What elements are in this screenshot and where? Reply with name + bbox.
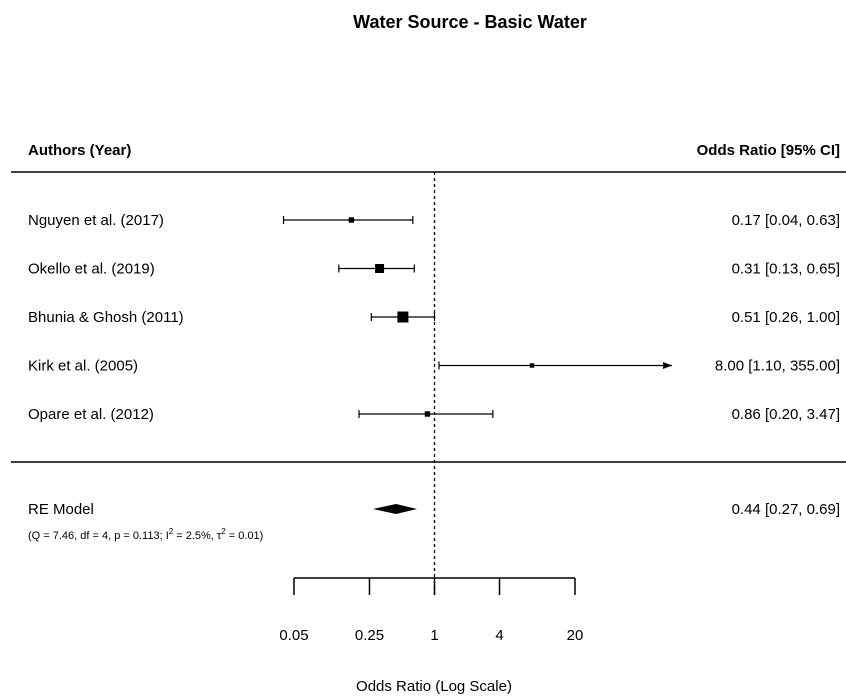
study-label: Bhunia & Ghosh (2011) bbox=[28, 309, 184, 326]
ci-arrow bbox=[663, 362, 672, 369]
study-rows: Nguyen et al. (2017) 0.17 [0.04, 0.63] Oke… bbox=[28, 212, 840, 423]
left-column-header: Authors (Year) bbox=[28, 142, 131, 159]
study-row: Nguyen et al. (2017) 0.17 [0.04, 0.63] bbox=[28, 212, 840, 229]
chart-title: Water Source - Basic Water bbox=[353, 12, 587, 32]
study-ci-text: 0.86 [0.20, 3.47] bbox=[732, 406, 840, 423]
summary-stats: (Q = 7.46, df = 4, p = 0.113; I2 = 2.5%,… bbox=[28, 527, 263, 542]
study-row: Opare et al. (2012) 0.86 [0.20, 3.47] bbox=[28, 406, 840, 423]
point-estimate bbox=[529, 363, 535, 368]
summary-label: RE Model bbox=[28, 501, 94, 518]
study-row: Kirk et al. (2005) 8.00 [1.10, 355.00] bbox=[28, 358, 840, 375]
x-tick-label: 20 bbox=[567, 627, 584, 644]
point-estimate bbox=[397, 311, 409, 323]
point-estimate bbox=[375, 264, 385, 273]
summary-diamond bbox=[373, 504, 418, 514]
x-axis: 0.05 0.25 1 4 20 bbox=[279, 577, 584, 644]
study-label: Opare et al. (2012) bbox=[28, 406, 154, 423]
study-ci-text: 8.00 [1.10, 355.00] bbox=[715, 358, 840, 375]
study-ci-text: 0.31 [0.13, 0.65] bbox=[732, 261, 840, 278]
x-tick-label: 0.25 bbox=[355, 627, 384, 644]
study-row: Okello et al. (2019) 0.31 [0.13, 0.65] bbox=[28, 261, 840, 278]
study-row: Bhunia & Ghosh (2011) 0.51 [0.26, 1.00] bbox=[28, 309, 840, 326]
point-estimate bbox=[348, 217, 355, 223]
point-estimate bbox=[424, 411, 431, 417]
study-label: Kirk et al. (2005) bbox=[28, 358, 138, 375]
x-tick-label: 1 bbox=[430, 627, 438, 644]
x-tick-label: 4 bbox=[495, 627, 503, 644]
study-label: Nguyen et al. (2017) bbox=[28, 212, 164, 229]
study-ci-text: 0.51 [0.26, 1.00] bbox=[732, 309, 840, 326]
x-axis-label: Odds Ratio (Log Scale) bbox=[356, 678, 512, 695]
x-tick-label: 0.05 bbox=[279, 627, 308, 644]
summary-ci: 0.44 [0.27, 0.69] bbox=[732, 501, 840, 518]
right-column-header: Odds Ratio [95% CI] bbox=[697, 142, 840, 159]
study-label: Okello et al. (2019) bbox=[28, 261, 155, 278]
study-ci-text: 0.17 [0.04, 0.63] bbox=[732, 212, 840, 229]
